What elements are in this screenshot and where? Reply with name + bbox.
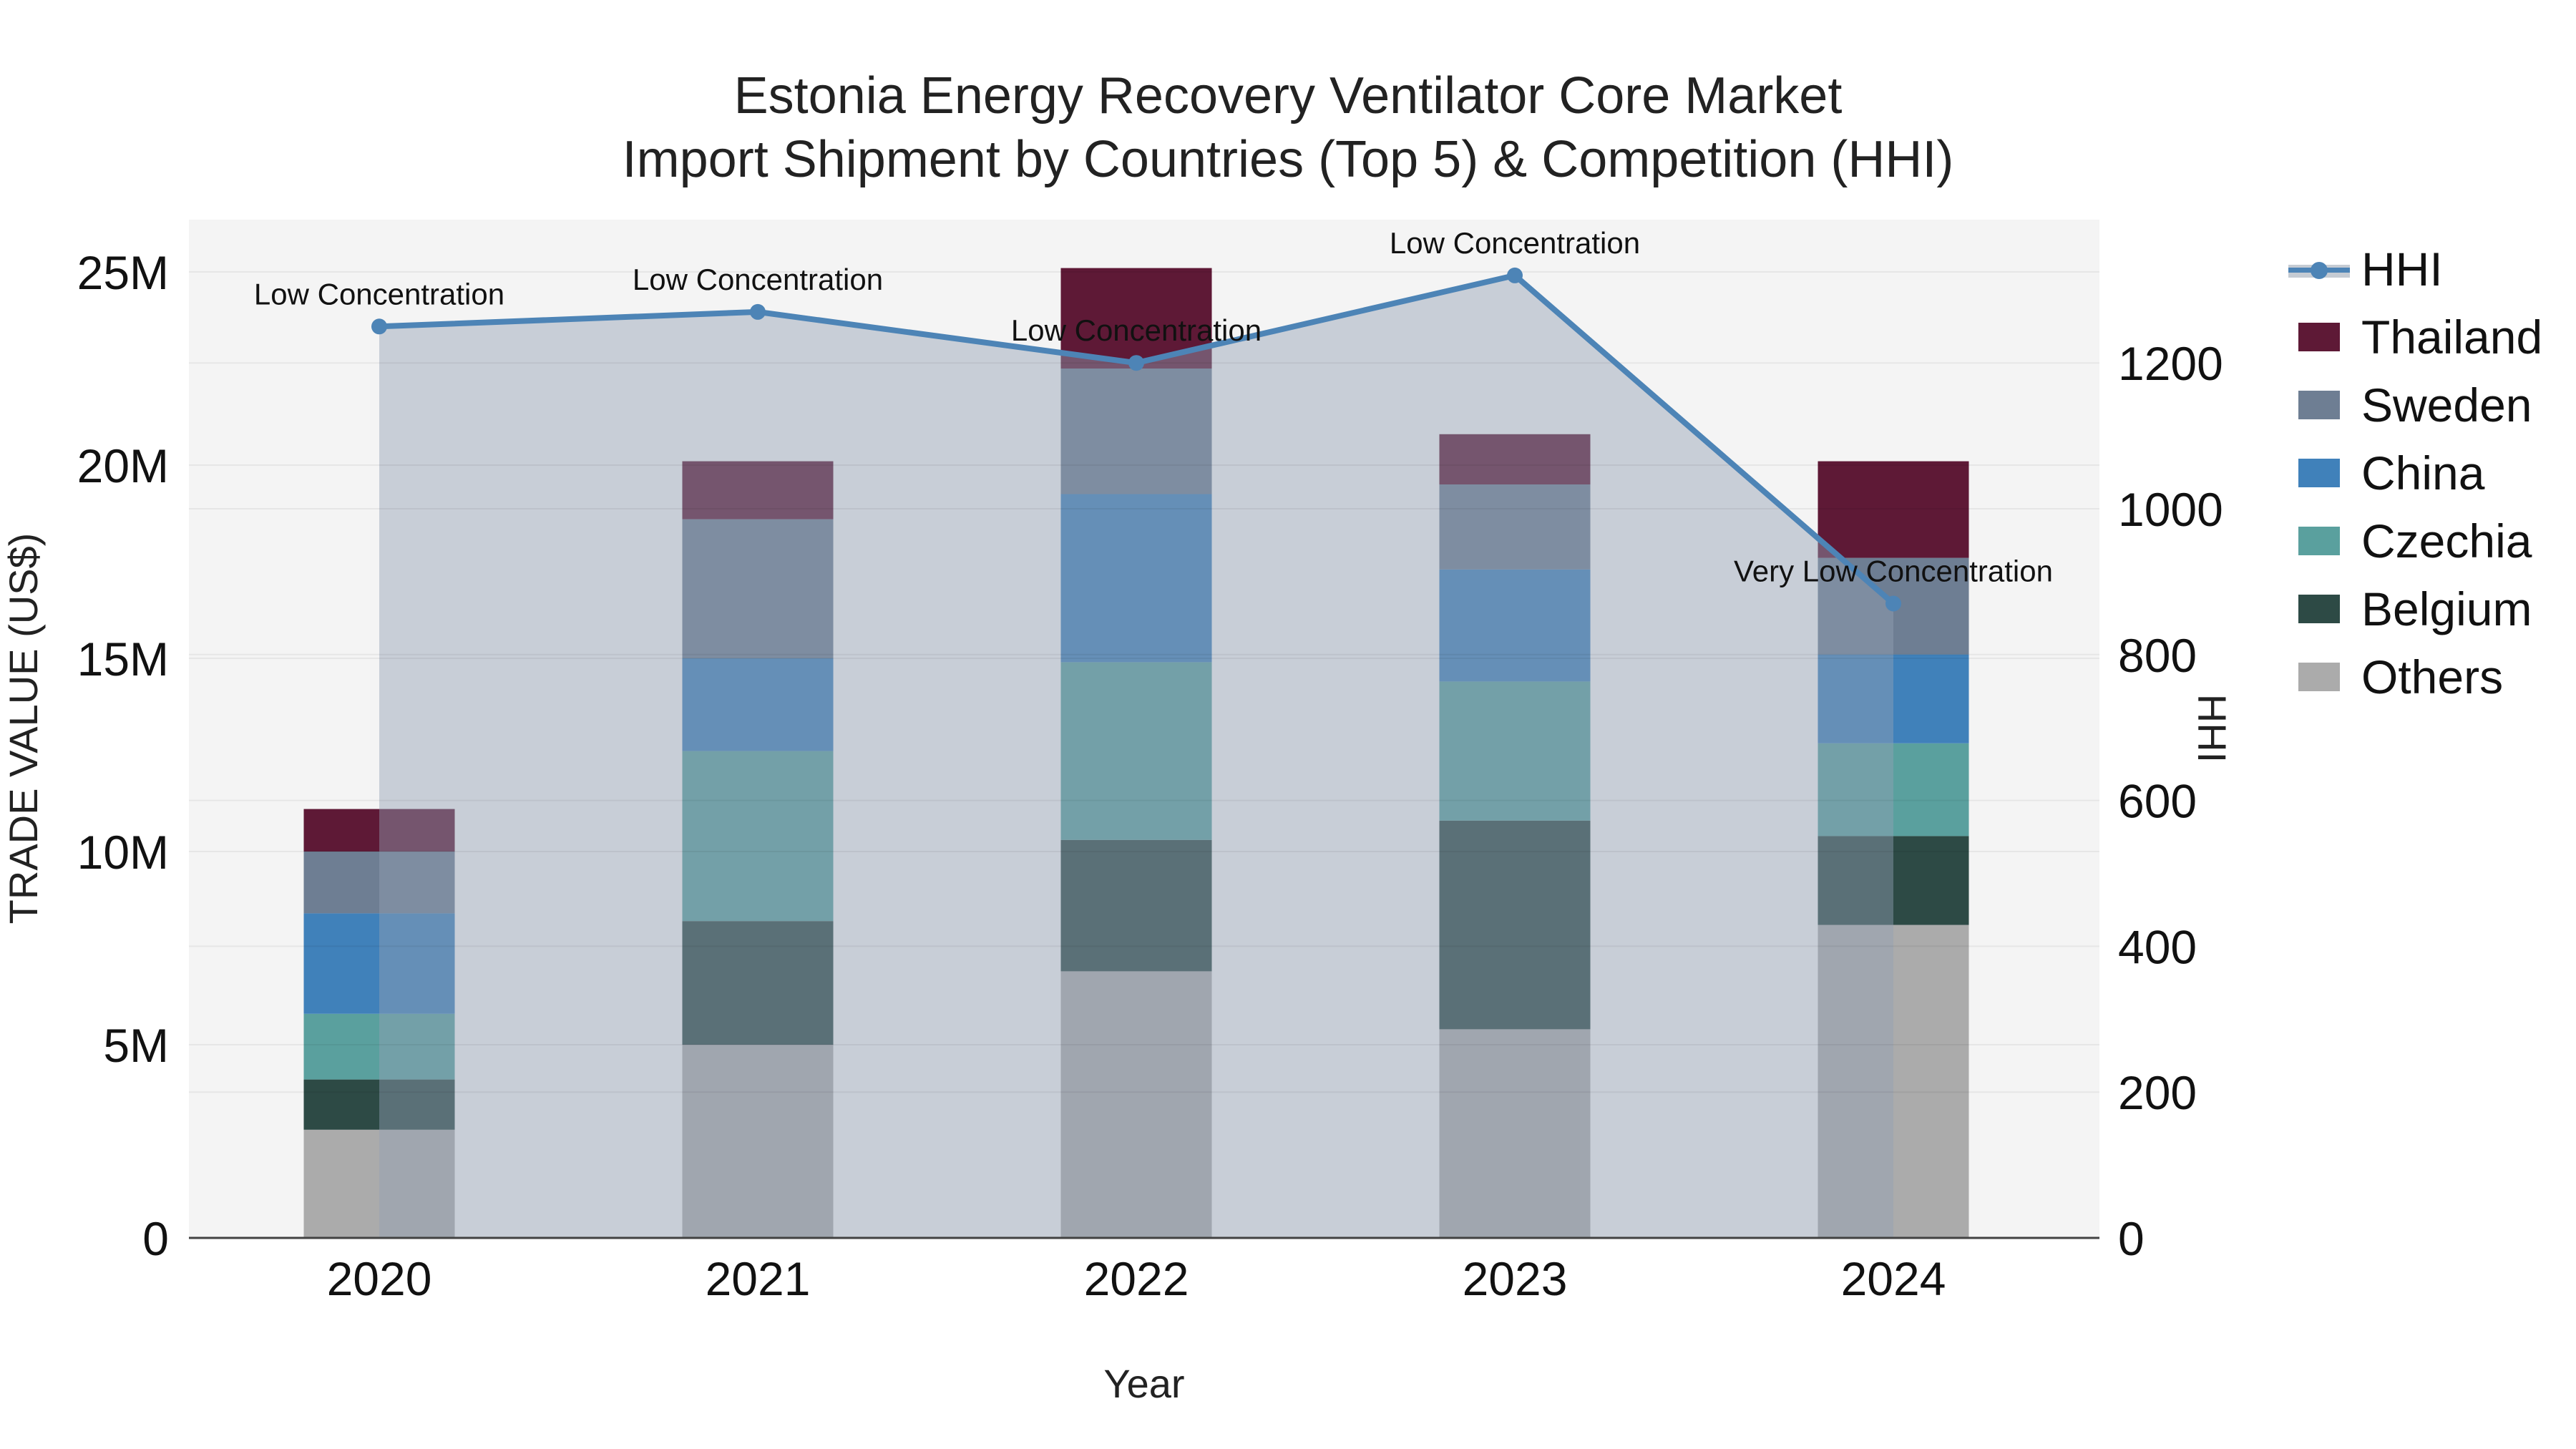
y-left-tick: 25M <box>77 246 169 299</box>
bar-segment-czechia-2020[interactable] <box>303 1013 455 1080</box>
bar-segment-china-2023[interactable] <box>1439 569 1591 682</box>
y-right-tick: 400 <box>2118 920 2197 973</box>
china-swatch-icon <box>2298 458 2340 487</box>
bar-segment-belgium-2023[interactable] <box>1439 820 1591 1030</box>
y-left-tick: 5M <box>103 1019 169 1072</box>
annotation-2023: Low Concentration <box>1390 226 1640 260</box>
bar-segment-thailand-2020[interactable] <box>303 809 455 852</box>
bar-segment-china-2022[interactable] <box>1060 494 1212 663</box>
others-swatch-icon <box>2298 662 2340 691</box>
chart-title-line1: Estonia Energy Recovery Ventilator Core … <box>734 67 1843 125</box>
bar-segment-china-2024[interactable] <box>1818 654 1969 743</box>
annotation-2022: Low Concentration <box>1011 313 1262 347</box>
bar-segment-thailand-2021[interactable] <box>682 461 834 519</box>
bar-segment-sweden-2020[interactable] <box>303 852 455 914</box>
legend-item-sweden[interactable]: Sweden <box>2288 371 2542 439</box>
y-right-tick: 600 <box>2118 775 2197 828</box>
belgium-swatch-icon <box>2298 594 2340 623</box>
legend-item-czechia[interactable]: Czechia <box>2288 507 2542 575</box>
czechia-swatch-icon <box>2298 526 2340 555</box>
bar-segment-sweden-2022[interactable] <box>1060 369 1212 494</box>
x-tick-2021: 2021 <box>706 1252 811 1305</box>
legend-item-thailand[interactable]: Thailand <box>2288 303 2542 371</box>
bar-segment-others-2021[interactable] <box>682 1045 834 1238</box>
hhi-point-2021[interactable] <box>750 303 766 320</box>
y-axis-right-title: HHI <box>2190 694 2235 763</box>
bar-segment-sweden-2023[interactable] <box>1439 484 1591 570</box>
bar-segment-belgium-2024[interactable] <box>1818 836 1969 925</box>
legend-item-china[interactable]: China <box>2288 439 2542 507</box>
legend-label: China <box>2361 446 2485 499</box>
y-left-tick: 15M <box>77 633 169 686</box>
bar-segment-sweden-2021[interactable] <box>682 519 834 658</box>
legend-label: HHI <box>2361 242 2443 296</box>
bar-segment-belgium-2022[interactable] <box>1060 839 1212 972</box>
legend-label: Belgium <box>2361 582 2532 635</box>
bar-segment-others-2024[interactable] <box>1818 924 1969 1238</box>
y-axis-left-title: TRADE VALUE (US$) <box>1 533 46 924</box>
legend-label: Sweden <box>2361 378 2532 431</box>
bar-segment-czechia-2022[interactable] <box>1060 662 1212 840</box>
bar-segment-belgium-2021[interactable] <box>682 921 834 1045</box>
bar-segment-others-2022[interactable] <box>1060 971 1212 1238</box>
x-tick-2024: 2024 <box>1841 1252 1946 1305</box>
hhi-point-2022[interactable] <box>1128 355 1144 371</box>
bar-segment-thailand-2024[interactable] <box>1818 461 1969 558</box>
legend-label: Thailand <box>2361 310 2543 364</box>
y-right-tick: 1000 <box>2118 483 2223 536</box>
legend-label: Czechia <box>2361 514 2532 567</box>
hhi-area[interactable] <box>379 275 1893 1238</box>
y-right-tick: 800 <box>2118 629 2197 682</box>
bar-segment-czechia-2023[interactable] <box>1439 681 1591 821</box>
sweden-swatch-icon <box>2298 390 2340 419</box>
chart-title-line2: Import Shipment by Countries (Top 5) & C… <box>623 131 1954 188</box>
annotation-2020: Low Concentration <box>254 277 504 311</box>
hhi-legend-swatch <box>2288 255 2350 283</box>
hhi-line-marker-icon <box>2288 255 2350 283</box>
annotation-2024: Very Low Concentration <box>1734 555 2053 588</box>
bar-segment-china-2021[interactable] <box>682 658 834 751</box>
x-tick-2022: 2022 <box>1084 1252 1189 1305</box>
bar-segment-czechia-2021[interactable] <box>682 751 834 922</box>
y-left-tick: 10M <box>77 826 169 879</box>
y-left-tick: 20M <box>77 439 169 492</box>
x-tick-2020: 2020 <box>327 1252 432 1305</box>
annotation-2021: Low Concentration <box>633 263 883 296</box>
legend-label: Others <box>2361 650 2504 703</box>
bar-segment-belgium-2020[interactable] <box>303 1079 455 1130</box>
bar-segment-thailand-2023[interactable] <box>1439 434 1591 484</box>
bar-segment-china-2020[interactable] <box>303 913 455 1014</box>
x-axis-title: Year <box>1103 1361 1184 1406</box>
y-left-tick: 0 <box>142 1212 169 1265</box>
x-tick-2023: 2023 <box>1463 1252 1568 1305</box>
y-right-tick: 200 <box>2118 1066 2197 1119</box>
hhi-point-2020[interactable] <box>371 318 387 335</box>
y-right-tick: 0 <box>2118 1212 2145 1265</box>
thailand-swatch-icon <box>2298 322 2340 351</box>
y-right-tick: 1200 <box>2118 337 2223 390</box>
legend-item-belgium[interactable]: Belgium <box>2288 575 2542 643</box>
hhi-point-2024[interactable] <box>1885 595 1901 612</box>
bar-segment-czechia-2024[interactable] <box>1818 743 1969 836</box>
legend-item-hhi[interactable]: HHI <box>2288 235 2542 303</box>
legend: HHI Thailand Sweden China Czechia Belgiu… <box>2288 235 2542 711</box>
hhi-point-2023[interactable] <box>1507 267 1523 283</box>
bar-segment-others-2023[interactable] <box>1439 1029 1591 1238</box>
bar-segment-others-2020[interactable] <box>303 1129 455 1238</box>
legend-item-others[interactable]: Others <box>2288 643 2542 711</box>
